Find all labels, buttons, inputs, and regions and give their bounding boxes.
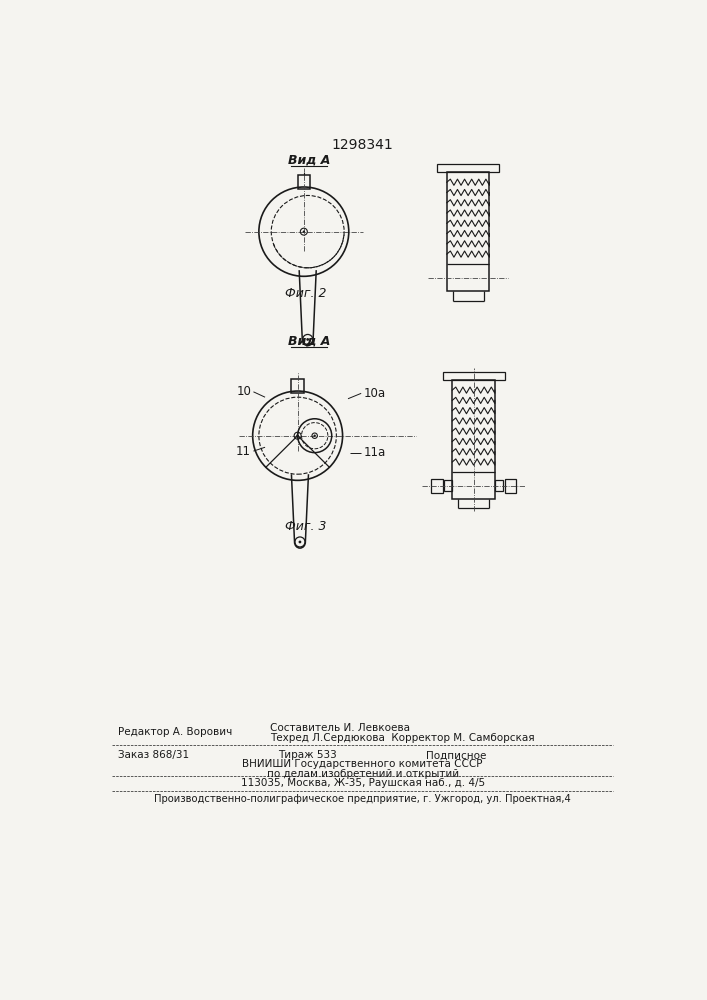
Text: Составитель И. Левкоева: Составитель И. Левкоева bbox=[271, 723, 411, 733]
Bar bbox=[495, 480, 503, 491]
Text: по делам изобретений и открытий: по делам изобретений и открытий bbox=[267, 769, 459, 779]
Bar bbox=[437, 164, 499, 172]
Text: Редактор А. Ворович: Редактор А. Ворович bbox=[118, 727, 232, 737]
Circle shape bbox=[303, 230, 305, 233]
Text: Фиг. 2: Фиг. 2 bbox=[285, 287, 326, 300]
Text: 10а: 10а bbox=[363, 387, 385, 400]
Text: Вид A: Вид A bbox=[288, 153, 330, 166]
Text: 11а: 11а bbox=[363, 446, 386, 459]
Bar bbox=[445, 480, 452, 491]
Text: 113035, Москва, Ж-35, Раушская наб., д. 4/5: 113035, Москва, Ж-35, Раушская наб., д. … bbox=[240, 778, 485, 788]
Text: Тираж 533: Тираж 533 bbox=[279, 750, 337, 760]
Bar bbox=[431, 479, 443, 493]
Text: Фиг. 3: Фиг. 3 bbox=[285, 520, 326, 533]
Text: Подписное: Подписное bbox=[426, 750, 486, 760]
Circle shape bbox=[313, 435, 316, 437]
Bar bbox=[447, 172, 489, 291]
Text: 10: 10 bbox=[236, 385, 251, 398]
Bar bbox=[505, 479, 516, 493]
Text: Техред Л.Сердюкова  Корректор М. Самборская: Техред Л.Сердюкова Корректор М. Самборск… bbox=[271, 733, 535, 743]
Circle shape bbox=[306, 338, 309, 341]
Bar bbox=[298, 175, 310, 189]
Text: Производственно-полиграфическое предприятие, г. Ужгород, ул. Проектная,4: Производственно-полиграфическое предприя… bbox=[154, 794, 571, 804]
Circle shape bbox=[296, 434, 299, 437]
Text: 1298341: 1298341 bbox=[332, 138, 394, 152]
Text: Вид A: Вид A bbox=[288, 334, 330, 347]
Bar bbox=[443, 372, 505, 380]
Bar bbox=[452, 380, 495, 499]
Text: ВНИИШИ Государственного комитета СССР: ВНИИШИ Государственного комитета СССР bbox=[243, 759, 483, 769]
Text: 11: 11 bbox=[236, 445, 251, 458]
Text: Заказ 868/31: Заказ 868/31 bbox=[118, 750, 189, 760]
Bar bbox=[291, 379, 304, 393]
Circle shape bbox=[298, 541, 301, 543]
